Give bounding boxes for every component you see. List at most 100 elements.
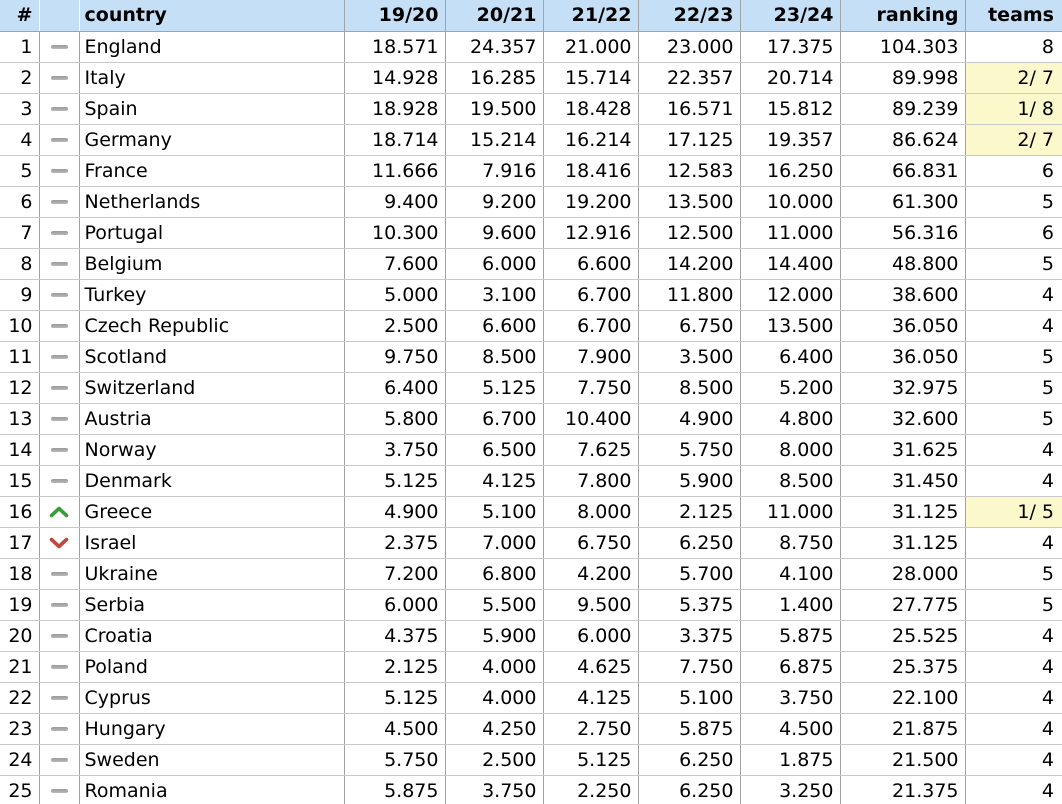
season-cell: 3.750	[344, 434, 446, 466]
trend-same-icon	[50, 479, 68, 483]
season-cell: 8.500	[740, 465, 841, 497]
column-header-country: country	[79, 0, 345, 32]
season-cell: 23.000	[638, 31, 741, 63]
rank-cell: 5	[0, 155, 40, 187]
season-cell: 7.600	[344, 248, 446, 280]
column-header-s2122: 21/22	[543, 0, 639, 32]
season-cell: 4.200	[543, 558, 639, 590]
teams-cell: 5	[965, 372, 1062, 404]
country-cell: Norway	[79, 434, 345, 466]
season-cell: 5.125	[344, 682, 446, 714]
season-cell: 7.800	[543, 465, 639, 497]
table-row: 2 Italy 14.928 16.285 15.714 22.357 20.7…	[0, 62, 1062, 94]
season-cell: 3.250	[740, 775, 841, 804]
table-row: 11 Scotland 9.750 8.500 7.900 3.500 6.40…	[0, 341, 1062, 373]
ranking-cell: 32.600	[840, 403, 966, 435]
season-cell: 3.750	[445, 775, 544, 804]
season-cell: 9.500	[543, 589, 639, 621]
trend-cell	[39, 217, 80, 249]
country-cell: Cyprus	[79, 682, 345, 714]
season-cell: 6.000	[344, 589, 446, 621]
teams-cell: 4	[965, 310, 1062, 342]
teams-cell: 4	[965, 527, 1062, 559]
season-cell: 18.714	[344, 124, 446, 156]
ranking-cell: 25.525	[840, 620, 966, 652]
season-cell: 6.400	[740, 341, 841, 373]
country-cell: Poland	[79, 651, 345, 683]
country-cell: Romania	[79, 775, 345, 804]
season-cell: 12.000	[740, 279, 841, 311]
trend-cell	[39, 651, 80, 683]
trend-same-icon	[50, 293, 68, 297]
trend-cell	[39, 279, 80, 311]
season-cell: 5.100	[445, 496, 544, 528]
season-cell: 4.125	[445, 465, 544, 497]
rank-cell: 12	[0, 372, 40, 404]
ranking-cell: 31.125	[840, 496, 966, 528]
table-row: 8 Belgium 7.600 6.000 6.600 14.200 14.40…	[0, 248, 1062, 280]
country-cell: Portugal	[79, 217, 345, 249]
season-cell: 6.000	[543, 620, 639, 652]
trend-cell	[39, 620, 80, 652]
season-cell: 4.800	[740, 403, 841, 435]
season-cell: 7.750	[638, 651, 741, 683]
season-cell: 16.571	[638, 93, 741, 125]
rank-cell: 4	[0, 124, 40, 156]
ranking-cell: 86.624	[840, 124, 966, 156]
trend-cell	[39, 434, 80, 466]
trend-cell	[39, 62, 80, 94]
ranking-cell: 21.375	[840, 775, 966, 804]
trend-cell	[39, 124, 80, 156]
column-header-trend	[39, 0, 79, 32]
season-cell: 5.750	[638, 434, 741, 466]
rank-cell: 22	[0, 682, 40, 714]
teams-cell: 6	[965, 217, 1062, 249]
season-cell: 19.357	[740, 124, 841, 156]
season-cell: 2.125	[344, 651, 446, 683]
season-cell: 11.800	[638, 279, 741, 311]
rank-cell: 25	[0, 775, 40, 804]
table-row: 5 France 11.666 7.916 18.416 12.583 16.2…	[0, 155, 1062, 187]
season-cell: 12.583	[638, 155, 741, 187]
teams-cell: 6	[965, 155, 1062, 187]
ranking-cell: 89.239	[840, 93, 966, 125]
trend-same-icon	[50, 789, 68, 793]
season-cell: 11.000	[740, 217, 841, 249]
season-cell: 4.625	[543, 651, 639, 683]
season-cell: 5.125	[543, 744, 639, 776]
country-cell: Greece	[79, 496, 345, 528]
country-cell: Serbia	[79, 589, 345, 621]
season-cell: 18.928	[344, 93, 446, 125]
season-cell: 5.900	[638, 465, 741, 497]
table-header: # country 19/20 20/21 21/22 22/23 23/24 ranking…	[0, 0, 1062, 32]
season-cell: 2.750	[543, 713, 639, 745]
season-cell: 4.250	[445, 713, 544, 745]
ranking-cell: 32.975	[840, 372, 966, 404]
season-cell: 12.916	[543, 217, 639, 249]
season-cell: 6.800	[445, 558, 544, 590]
table-row: 24 Sweden 5.750 2.500 5.125 6.250 1.875 …	[0, 744, 1062, 776]
country-cell: Croatia	[79, 620, 345, 652]
trend-cell	[39, 372, 80, 404]
season-cell: 12.500	[638, 217, 741, 249]
rank-cell: 2	[0, 62, 40, 94]
rank-cell: 3	[0, 93, 40, 125]
table-row: 23 Hungary 4.500 4.250 2.750 5.875 4.500…	[0, 713, 1062, 745]
season-cell: 9.750	[344, 341, 446, 373]
country-cell: Switzerland	[79, 372, 345, 404]
rank-cell: 11	[0, 341, 40, 373]
season-cell: 6.250	[638, 775, 741, 804]
ranking-cell: 21.500	[840, 744, 966, 776]
season-cell: 18.416	[543, 155, 639, 187]
season-cell: 14.928	[344, 62, 446, 94]
season-cell: 5.800	[344, 403, 446, 435]
ranking-cell: 31.625	[840, 434, 966, 466]
teams-cell: 5	[965, 341, 1062, 373]
season-cell: 7.200	[344, 558, 446, 590]
column-header-s2223: 22/23	[638, 0, 741, 32]
country-cell: Czech Republic	[79, 310, 345, 342]
teams-cell: 5	[965, 589, 1062, 621]
season-cell: 20.714	[740, 62, 841, 94]
rank-cell: 8	[0, 248, 40, 280]
country-cell: Spain	[79, 93, 345, 125]
